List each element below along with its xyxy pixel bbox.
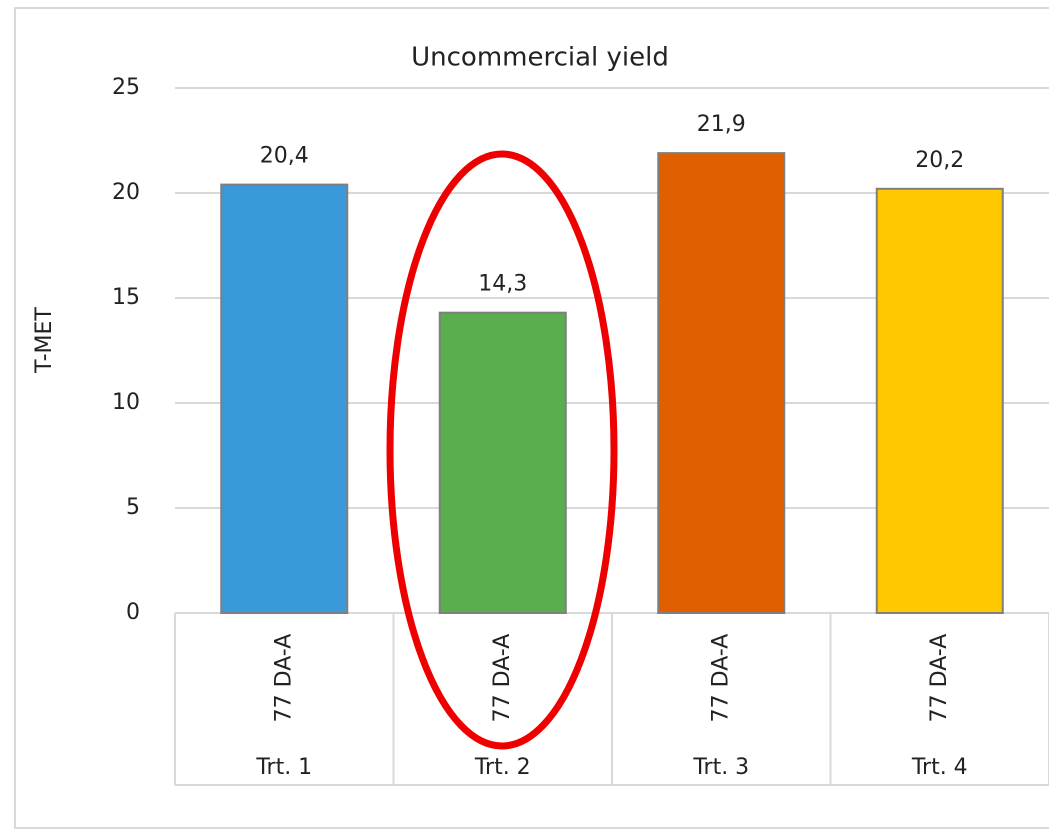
y-tick-label: 5 <box>126 495 140 520</box>
data-label: 14,3 <box>478 272 527 297</box>
x-tick-label: 77 DA-A <box>927 634 952 723</box>
marks: 20,4 14,3 21,9 20,2 <box>220 112 1004 615</box>
x-group-label: Trt. 3 <box>692 755 749 780</box>
bar <box>220 183 349 614</box>
y-tick-label: 25 <box>112 75 140 100</box>
x-group-label: Trt. 1 <box>255 755 312 780</box>
data-label: 20,2 <box>915 148 964 173</box>
bar <box>875 187 1004 615</box>
y-tick-label: 0 <box>126 600 140 625</box>
x-group-label: Trt. 2 <box>474 755 531 780</box>
y-tick-label: 20 <box>112 180 140 205</box>
bar <box>657 152 786 614</box>
y-axis-title: T-MET <box>32 307 57 374</box>
x-tick-label: 77 DA-A <box>708 634 733 723</box>
data-label: 21,9 <box>697 112 746 137</box>
bar <box>438 311 567 614</box>
highlight-ellipse <box>386 150 618 750</box>
chart-frame <box>14 7 1049 829</box>
x-tick-label: 77 DA-A <box>490 634 515 723</box>
chart-title: Uncommercial yield <box>411 43 669 73</box>
x-tick-label: 77 DA-A <box>271 634 296 723</box>
data-label: 20,4 <box>260 144 309 169</box>
y-tick-label: 15 <box>112 285 140 310</box>
y-tick-label: 10 <box>112 390 140 415</box>
x-group-label: Trt. 4 <box>911 755 968 780</box>
